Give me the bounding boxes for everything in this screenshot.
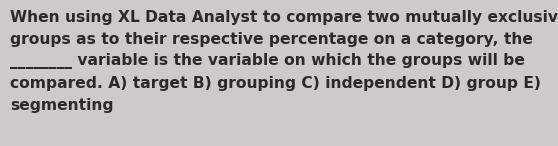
Text: When using XL Data Analyst to compare two mutually exclusive
groups as to their : When using XL Data Analyst to compare tw…: [10, 10, 558, 113]
